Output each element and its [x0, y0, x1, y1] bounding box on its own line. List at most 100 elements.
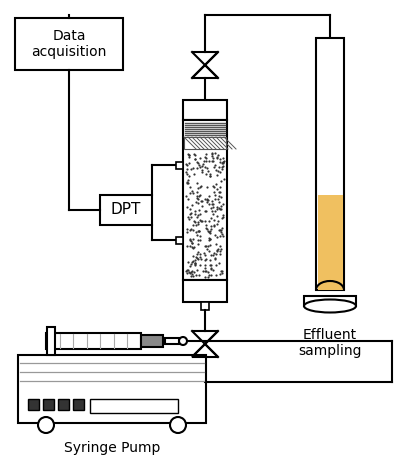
Point [206, 248, 212, 255]
Point [214, 212, 220, 220]
Point [192, 210, 199, 217]
Bar [90, 399, 178, 413]
Point [207, 229, 214, 237]
Point [194, 164, 200, 172]
Point [209, 197, 216, 205]
Bar [183, 100, 227, 120]
Point [220, 211, 226, 219]
Point [214, 234, 220, 241]
Point [193, 159, 200, 166]
Point [203, 221, 210, 229]
Point [206, 172, 213, 180]
Point [202, 218, 208, 225]
Point [216, 206, 223, 213]
Point [188, 210, 194, 217]
Point [209, 157, 216, 164]
Point [194, 213, 200, 221]
Point [218, 193, 225, 201]
Point [202, 150, 209, 157]
Point [203, 196, 210, 204]
Point [187, 226, 194, 233]
Point [211, 149, 218, 157]
Point [195, 271, 202, 278]
Point [197, 255, 204, 262]
Point [195, 184, 202, 191]
Point [195, 240, 201, 248]
Point [212, 191, 218, 198]
Point [208, 261, 214, 268]
Point [213, 250, 219, 258]
Point [212, 272, 219, 279]
Point [189, 243, 196, 251]
Point [195, 227, 202, 235]
Point [190, 218, 197, 225]
Point [202, 251, 209, 259]
Point [216, 163, 222, 171]
Point [205, 201, 212, 208]
Point [202, 154, 209, 161]
Point [190, 235, 196, 243]
Bar [176, 162, 183, 169]
Point [195, 219, 202, 226]
Point [219, 213, 226, 221]
Point [220, 162, 227, 170]
Point [214, 246, 220, 254]
Point [183, 192, 190, 200]
Point [214, 154, 221, 161]
Point [207, 214, 214, 222]
Point [189, 272, 196, 280]
Point [219, 215, 225, 222]
Point [209, 150, 215, 157]
Point [209, 251, 216, 258]
Point [211, 207, 218, 214]
Point [188, 201, 195, 209]
Point [207, 264, 214, 272]
Point [216, 192, 223, 200]
Point [216, 227, 223, 234]
Point [216, 259, 222, 266]
Circle shape [38, 417, 54, 433]
Point [209, 152, 216, 159]
Point [215, 217, 222, 225]
Bar [184, 137, 226, 149]
Point [206, 256, 213, 264]
Point [204, 243, 211, 250]
Bar [58, 399, 69, 410]
Point [202, 256, 209, 263]
Point [210, 221, 217, 229]
Point [208, 251, 214, 258]
Point [218, 177, 224, 184]
Point [220, 200, 226, 208]
Point [185, 213, 192, 220]
Point [197, 197, 204, 204]
Point [185, 150, 192, 157]
Point [196, 261, 203, 269]
Point [192, 207, 199, 214]
Text: Syringe Pump: Syringe Pump [64, 441, 160, 455]
Point [202, 225, 209, 232]
Point [216, 188, 222, 196]
Point [195, 227, 201, 235]
Point [218, 228, 224, 236]
Point [191, 261, 198, 269]
Point [184, 178, 191, 186]
Point [217, 183, 223, 190]
Point [209, 210, 216, 217]
Point [190, 150, 197, 158]
Point [215, 167, 221, 174]
Point [211, 222, 218, 229]
Point [191, 257, 198, 264]
Point [197, 218, 204, 225]
Point [218, 267, 225, 275]
Point [218, 165, 225, 172]
Point [183, 169, 190, 176]
Point [213, 167, 220, 174]
Point [204, 183, 210, 191]
Point [200, 158, 207, 165]
Point [202, 267, 209, 274]
Point [191, 156, 198, 163]
Point [187, 210, 193, 218]
Point [220, 157, 227, 164]
Point [194, 199, 201, 207]
Point [191, 259, 198, 267]
